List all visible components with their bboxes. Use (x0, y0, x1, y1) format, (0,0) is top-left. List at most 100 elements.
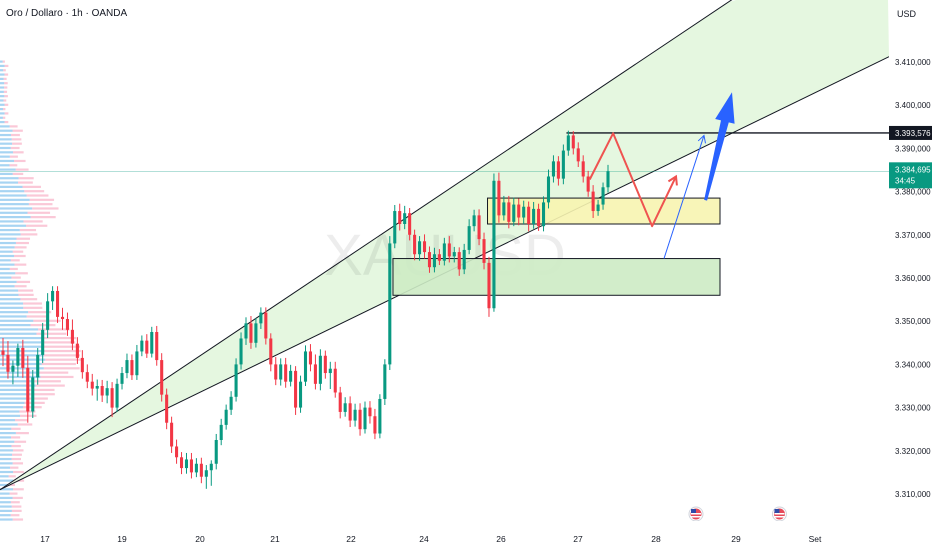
candle-body (561, 150, 565, 179)
candle-body (209, 463, 213, 471)
volume-profile-bar (0, 371, 38, 374)
volume-profile-bar (0, 164, 10, 167)
volume-profile-bar (3, 69, 6, 72)
candle-body (467, 226, 471, 250)
volume-profile-bar (0, 518, 13, 521)
volume-profile-bar (10, 466, 19, 469)
candle-body (199, 463, 203, 477)
demand-zone-green[interactable] (392, 258, 721, 296)
volume-profile-bar (16, 280, 31, 284)
time-axis-background[interactable] (0, 521, 932, 550)
volume-profile-bar (0, 64, 5, 68)
volume-profile-bar (3, 99, 7, 102)
projection-blue-arrow[interactable] (704, 92, 735, 201)
volume-profile-bar (43, 345, 80, 348)
volume-profile-bar (0, 108, 3, 111)
volume-profile-bar (0, 159, 15, 163)
candle-body (70, 329, 74, 344)
currency-label[interactable]: USD (897, 9, 917, 19)
channel-upper-line[interactable] (0, 0, 889, 491)
candle-body (398, 211, 402, 224)
volume-profile-bar (0, 298, 21, 301)
volume-profile-bar (0, 133, 11, 137)
price-axis[interactable]: 3.410,000 3.400,000 3.390,000 3.380,000 3.37… (889, 58, 932, 499)
volume-profile-bar (14, 254, 26, 258)
candle-body (165, 394, 169, 423)
candle-body (105, 388, 109, 396)
candle-body (502, 202, 506, 216)
candle-body (522, 206, 526, 218)
volume-profile-bar (22, 185, 41, 188)
candle-body (140, 340, 144, 352)
volume-profile-bar (0, 86, 5, 89)
candle-body (239, 338, 243, 365)
volume-profile-bar (8, 475, 16, 478)
candle-body (95, 386, 99, 389)
volume-profile-bar (10, 146, 20, 150)
volume-profile-bar (0, 432, 16, 435)
volume-profile-bar (0, 509, 12, 512)
volume-profile-bar (41, 336, 77, 340)
candle-body (56, 290, 60, 317)
candle-body (413, 234, 417, 255)
time-tick-label: 21 (270, 534, 280, 544)
volume-profile-bar (14, 159, 26, 163)
volume-profile-bar (0, 250, 13, 253)
candle-body (487, 262, 491, 309)
volume-profile-bar (12, 151, 24, 154)
time-tick-label: 20 (195, 534, 205, 544)
volume-profile-bar (9, 492, 18, 495)
candle-body (318, 355, 322, 384)
volume-profile-bar (10, 501, 20, 504)
volume-profile-bar (19, 228, 37, 232)
volume-profile-bar (0, 315, 27, 318)
volume-profile-bar (0, 146, 11, 150)
time-axis[interactable]: 17 19 20 21 22 24 26 27 28 29 Set (40, 534, 822, 544)
projection-blue-thin-line[interactable] (663, 135, 705, 259)
volume-profile-bar (0, 375, 41, 379)
volume-profile-bar (0, 384, 36, 387)
volume-profile-bar (13, 470, 24, 474)
volume-profile-bar (0, 116, 3, 119)
volume-profile-bar (0, 103, 5, 106)
last-price-badge[interactable] (889, 162, 932, 189)
volume-profile-bar (23, 306, 43, 309)
volume-profile-bar (9, 125, 18, 128)
us-flag-canton (774, 509, 780, 513)
candle-body (294, 370, 298, 408)
volume-profile-bar (43, 367, 80, 370)
candle-body (546, 176, 551, 203)
candle-body (184, 459, 189, 469)
candle-body (452, 252, 456, 257)
candle-body (343, 403, 347, 412)
volume-profile-bar (0, 449, 13, 452)
candle-body (338, 392, 342, 412)
projection-red-path[interactable] (588, 132, 677, 228)
volume-profile-bar (11, 276, 21, 279)
candle-body (328, 368, 332, 374)
volume-profile-bar (0, 259, 11, 262)
price-axis-background[interactable] (889, 0, 932, 521)
volume-profile-bar (0, 207, 33, 210)
volume-profile-bar (18, 177, 34, 180)
volume-profile-bar (0, 319, 34, 322)
volume-profile-bar (11, 138, 22, 141)
volume-profile-bar (12, 449, 24, 452)
volume-profile-bar (36, 332, 67, 335)
resistance-price-badge[interactable] (889, 125, 932, 140)
resistance-price-label: 3.393,576 (895, 129, 931, 138)
volume-profile-bar (0, 90, 4, 93)
volume-profile-bar (33, 380, 61, 383)
volume-profile-bar (12, 453, 22, 456)
volume-profile-bar (4, 73, 9, 76)
symbol-title[interactable]: Oro / Dollaro · 1h · OANDA (6, 8, 127, 19)
candle-body (576, 148, 580, 162)
candle-body (11, 365, 15, 372)
volume-profile-bar (0, 60, 3, 63)
volume-profile-bar (18, 289, 34, 292)
candle-body (175, 446, 179, 458)
volume-profile-bar (12, 172, 24, 176)
volume-profile-bar (3, 90, 8, 93)
volume-profile-bar (0, 228, 20, 232)
volume-profile-bar (0, 324, 31, 327)
